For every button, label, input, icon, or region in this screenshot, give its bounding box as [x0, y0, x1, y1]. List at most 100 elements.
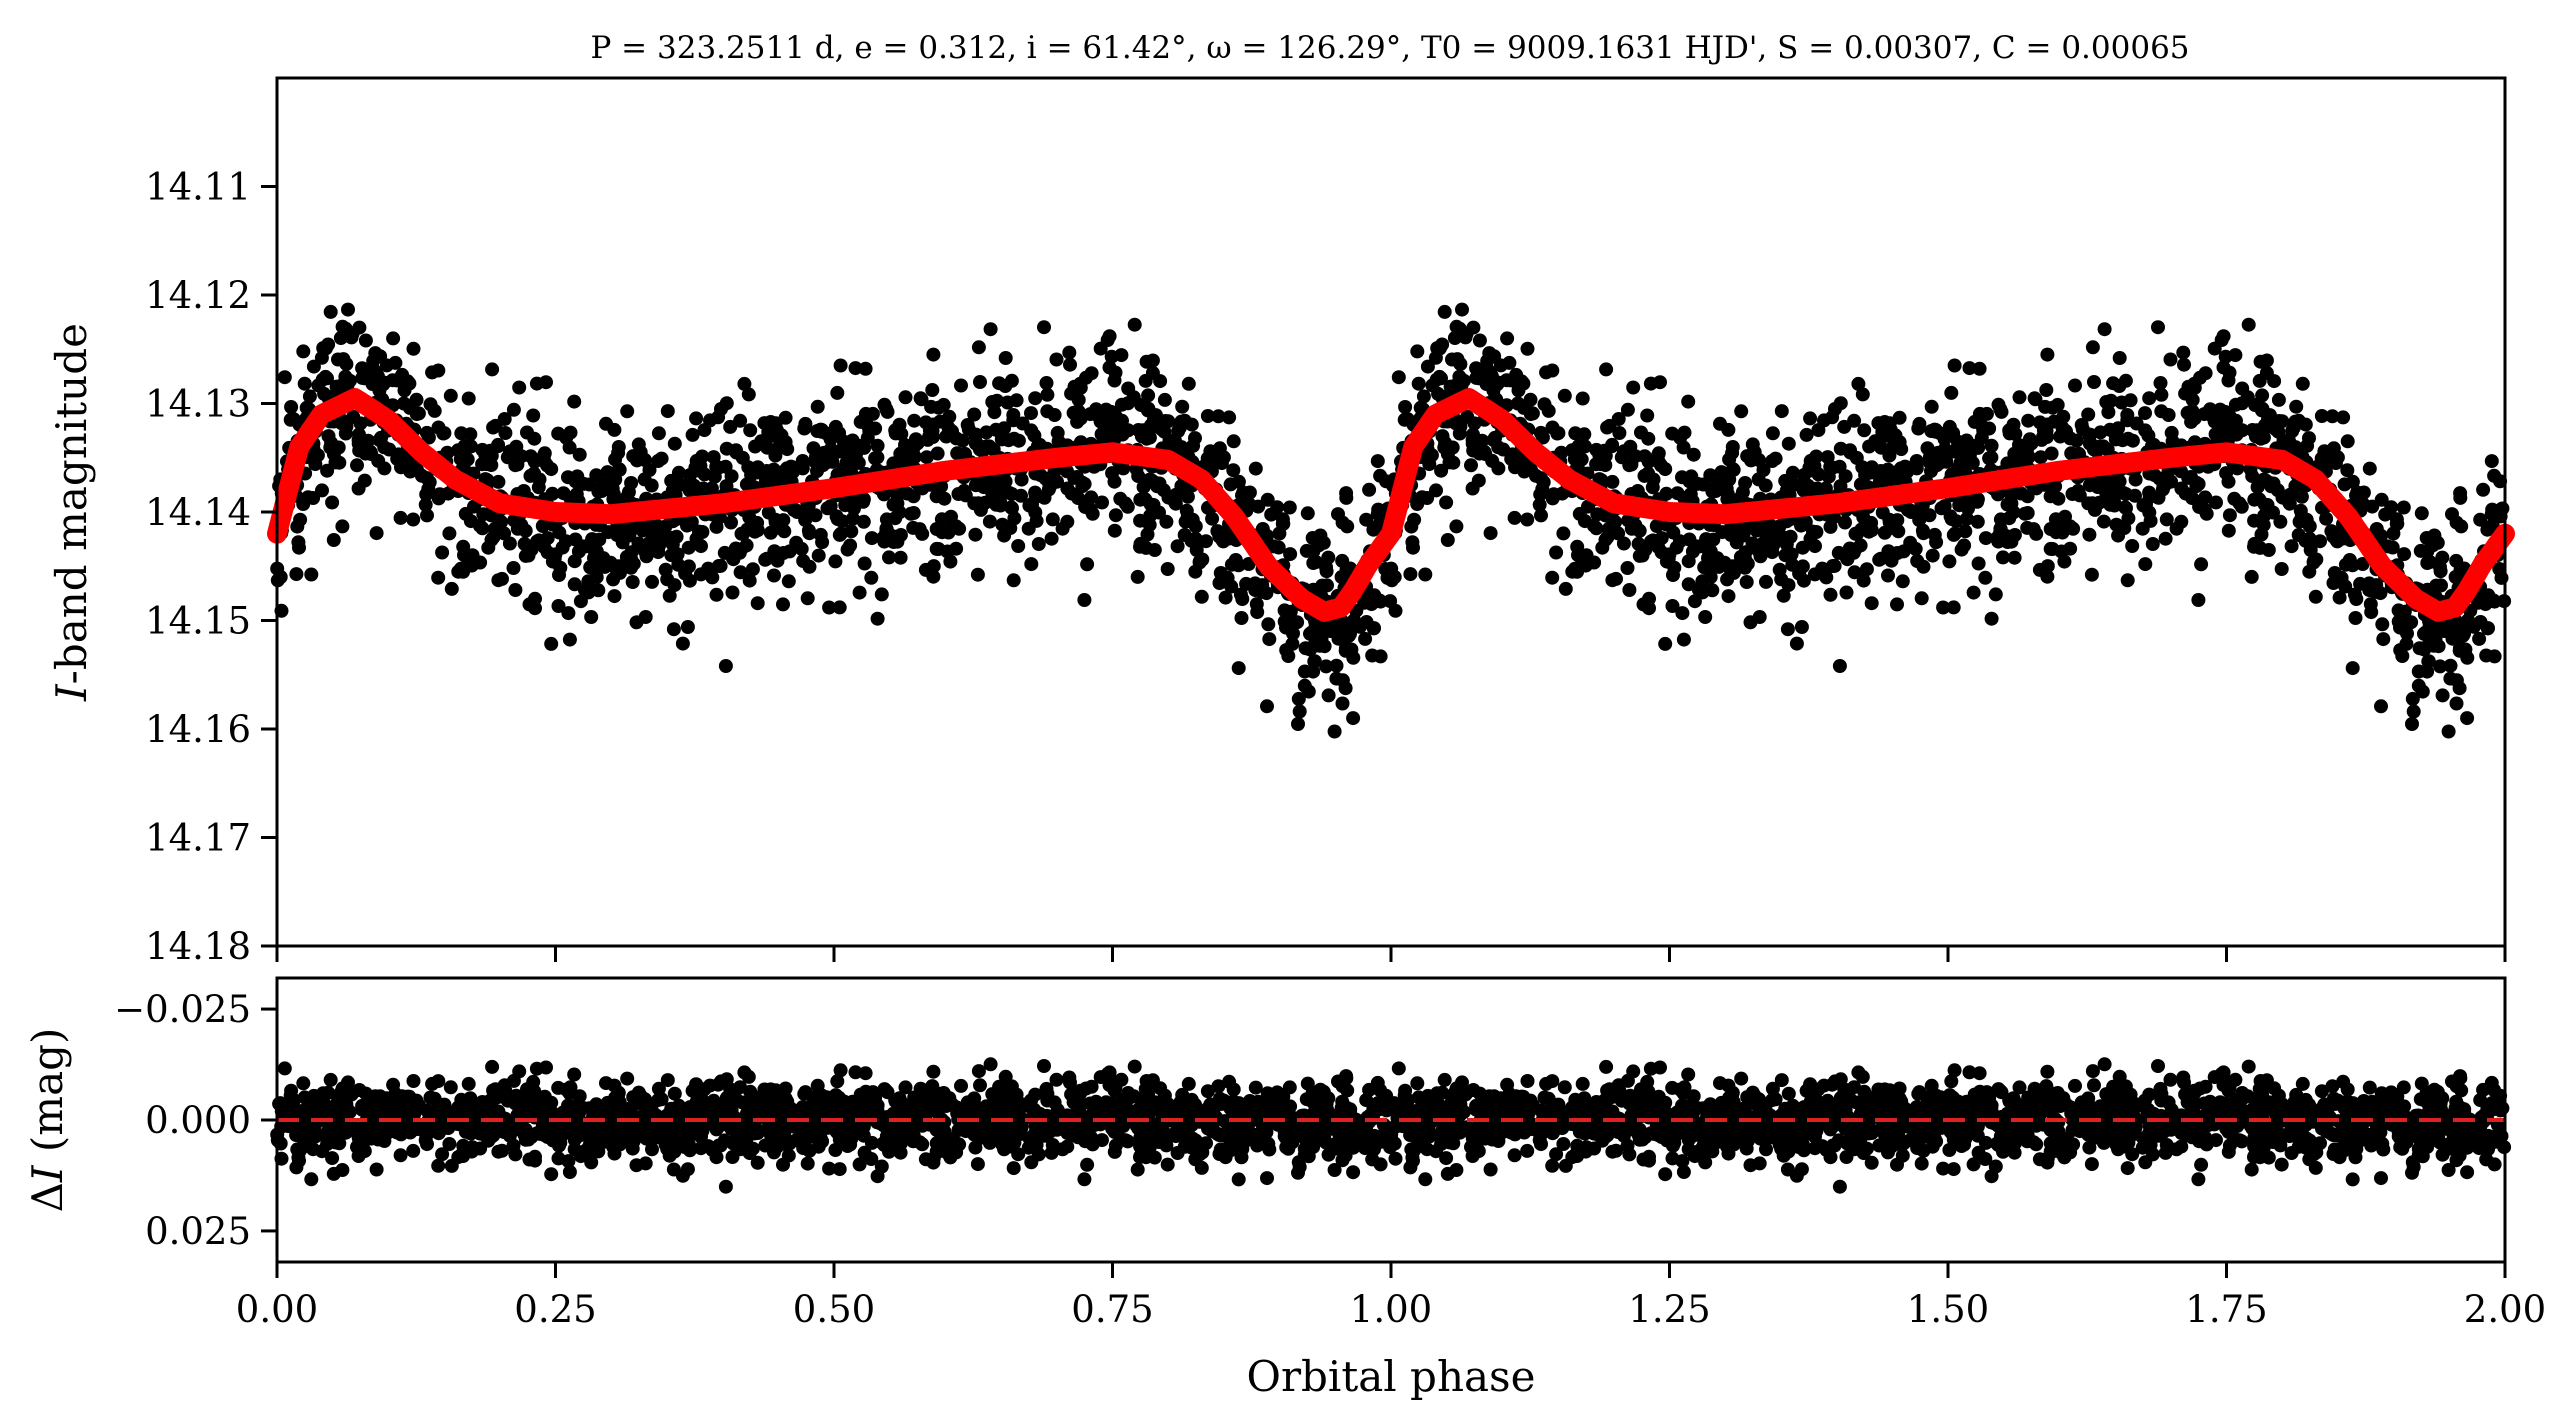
y-tick-label: 14.14 — [145, 491, 251, 534]
residual-point — [870, 1169, 885, 1184]
observation-point — [1970, 514, 1985, 529]
observation-point — [771, 471, 786, 486]
observation-point — [2362, 461, 2377, 476]
observation-point — [1820, 450, 1835, 465]
residual-point — [1248, 1080, 1263, 1095]
observation-point — [1127, 317, 1142, 332]
observation-point — [1539, 365, 1554, 380]
observation-point — [1885, 471, 1900, 486]
observation-point — [1195, 552, 1210, 567]
observation-point — [1847, 565, 1862, 580]
observation-point — [2145, 537, 2160, 551]
observation-point — [1487, 349, 1502, 364]
observation-point — [1944, 385, 1959, 400]
observation-point — [1962, 361, 1977, 376]
observation-point — [487, 521, 502, 536]
observation-point — [930, 446, 945, 461]
observation-point — [1808, 539, 1822, 554]
observation-point — [2287, 416, 2302, 431]
observation-point — [421, 482, 436, 496]
observation-point — [406, 341, 421, 356]
observation-point — [795, 461, 810, 476]
observation-point — [724, 515, 738, 530]
observation-point — [292, 540, 306, 555]
observation-point — [2220, 421, 2235, 436]
observation-point — [506, 402, 521, 417]
observation-point — [1799, 427, 1814, 442]
y-tick-label: 14.13 — [145, 383, 251, 426]
observation-point — [2040, 347, 2055, 362]
residual-point — [2244, 1162, 2259, 1177]
observation-point — [741, 387, 756, 402]
observation-point — [326, 533, 341, 547]
observation-point — [420, 508, 434, 523]
observation-point — [2395, 649, 2410, 663]
residual-point — [1006, 1161, 1021, 1176]
observation-point — [2473, 512, 2488, 527]
observation-point — [689, 411, 704, 426]
observation-point — [2250, 480, 2265, 495]
observation-point — [1308, 555, 1323, 569]
observation-point — [2177, 357, 2191, 372]
observation-point — [652, 538, 667, 553]
observation-point — [2397, 547, 2412, 562]
observation-point — [1292, 704, 1307, 719]
residual-point — [2125, 1147, 2140, 1162]
observation-point — [1912, 513, 1927, 527]
observation-point — [562, 632, 577, 647]
observation-point — [1066, 405, 1081, 420]
observation-point — [925, 430, 940, 444]
observation-point — [1434, 371, 1448, 386]
observation-point — [2180, 405, 2195, 420]
observation-point — [1545, 570, 1560, 585]
observation-point — [2164, 474, 2178, 489]
observation-point — [2422, 555, 2437, 569]
observation-point — [1795, 559, 1810, 574]
observation-point — [2460, 650, 2475, 665]
residual-point — [1160, 1157, 1175, 1172]
observation-point — [333, 331, 348, 345]
y-tick-label: 14.15 — [145, 600, 251, 643]
observation-point — [1622, 458, 1637, 473]
observation-point — [472, 518, 487, 533]
observation-point — [2074, 418, 2089, 432]
observation-point — [1898, 459, 1913, 474]
observation-point — [1735, 485, 1750, 500]
residual-point — [1599, 1059, 1614, 1074]
observation-point — [2103, 497, 2118, 512]
observation-point — [1483, 526, 1498, 541]
observation-point — [694, 539, 708, 554]
observation-point — [2261, 543, 2276, 557]
observation-point — [1373, 649, 1388, 664]
observation-point — [2375, 617, 2390, 632]
residual-point — [508, 1147, 523, 1162]
observation-point — [1153, 374, 1168, 389]
observation-point — [2112, 351, 2127, 365]
observation-point — [1682, 474, 1697, 489]
observation-point — [2245, 469, 2260, 484]
observation-point — [1545, 491, 1560, 506]
observation-point — [886, 535, 901, 549]
observation-point — [1508, 455, 1522, 469]
observation-point — [2443, 671, 2458, 686]
observation-point — [1537, 397, 1552, 412]
observation-point — [1211, 409, 1226, 424]
observation-point — [919, 450, 934, 465]
observation-point — [2012, 438, 2026, 452]
observation-point — [1895, 574, 1910, 589]
observation-point — [750, 596, 765, 611]
observation-point — [2480, 522, 2495, 537]
observation-point — [1703, 544, 1718, 559]
observation-point — [1286, 626, 1300, 641]
observation-point — [856, 514, 871, 529]
observation-point — [2063, 519, 2078, 534]
observation-point — [620, 404, 635, 419]
observation-point — [1491, 440, 1506, 455]
observation-point — [572, 447, 587, 462]
observation-point — [763, 525, 778, 540]
observation-point — [995, 517, 1010, 532]
observation-point — [1961, 501, 1975, 516]
observation-point — [1794, 620, 1809, 634]
observation-point — [1418, 567, 1433, 582]
observation-point — [2274, 562, 2289, 576]
